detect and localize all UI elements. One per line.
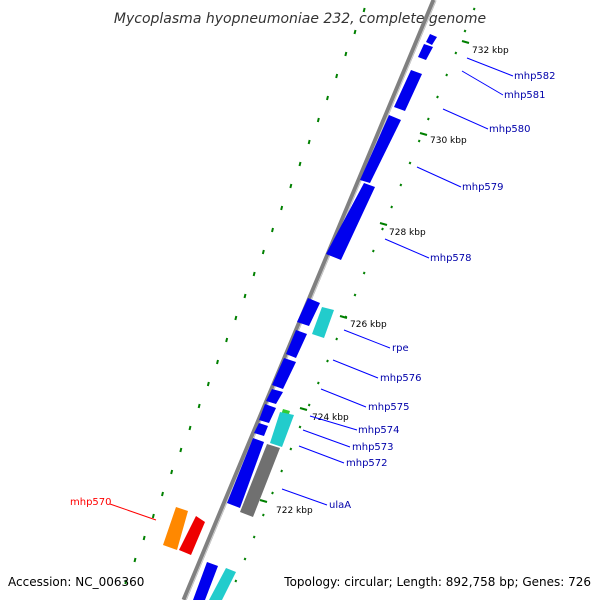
gene-label-mhp575[interactable]: mhp575 xyxy=(368,402,410,413)
gc-dot xyxy=(234,579,238,583)
gene-arrow-mhp581[interactable] xyxy=(418,44,433,60)
gene-track xyxy=(163,34,437,600)
gc-dot xyxy=(353,293,357,297)
gene-arrow-mhp580[interactable] xyxy=(394,70,422,111)
gene-arrow-mhp574[interactable] xyxy=(259,404,276,423)
gc-dot xyxy=(472,7,476,11)
gc-dot xyxy=(252,535,256,539)
gc-dot xyxy=(454,51,458,55)
gc-dot xyxy=(417,139,421,143)
gene-label-mhp579[interactable]: mhp579 xyxy=(462,182,504,193)
genome-summary-text: Topology: circular; Length: 892,758 bp; … xyxy=(283,575,591,589)
gc-dot xyxy=(243,557,247,561)
gc-dot xyxy=(463,29,467,33)
gene-arrow-mhp576[interactable] xyxy=(286,330,307,358)
gc-dot xyxy=(289,183,293,189)
gc-dot xyxy=(188,425,192,431)
gc-dot xyxy=(445,73,449,77)
gene-arrow-forward-2[interactable] xyxy=(266,389,283,404)
gc-dot xyxy=(316,117,320,123)
gc-dot xyxy=(243,293,247,299)
gc-dot xyxy=(426,117,430,121)
gc-dot xyxy=(335,337,339,341)
gene-label-mhp581[interactable]: mhp581 xyxy=(504,90,546,101)
gene-arrow-mhp579[interactable] xyxy=(360,115,401,183)
scale-label: 732 kbp xyxy=(472,46,509,56)
gene-arrow-forward-5[interactable] xyxy=(193,562,218,600)
gc-dot xyxy=(170,469,174,475)
gc-dot xyxy=(307,403,311,407)
gene-labels: mhp582 mhp581 mhp580 mhp579 mhp578 rpe m… xyxy=(70,57,556,521)
scale-ticks: 732 kbp 730 kbp 728 kbp 726 kbp 724 kbp … xyxy=(259,40,509,516)
gene-label-rpe[interactable]: rpe xyxy=(392,343,409,354)
gene-arrow-mhp575[interactable] xyxy=(272,358,296,389)
gc-dot xyxy=(344,51,348,57)
gene-label-mhp573[interactable]: mhp573 xyxy=(352,442,394,453)
gc-dot xyxy=(271,491,274,495)
gc-dot xyxy=(142,535,146,541)
gene-label-ulaA[interactable]: ulaA xyxy=(329,500,351,511)
gc-dot xyxy=(326,359,329,363)
gc-dot xyxy=(261,249,265,255)
gene-arrow-red[interactable] xyxy=(179,516,205,555)
gc-dot xyxy=(261,513,265,517)
gc-dot xyxy=(326,95,329,101)
accession-text: Accession: NC_006360 xyxy=(8,575,144,589)
scale-label: 728 kbp xyxy=(389,228,426,238)
gc-dot xyxy=(280,469,284,473)
scale-label: 724 kbp xyxy=(312,413,349,423)
gene-label-mhp580[interactable]: mhp580 xyxy=(489,124,531,135)
gc-dot xyxy=(161,491,164,497)
gene-label-mhp582[interactable]: mhp582 xyxy=(514,71,556,82)
gc-dot xyxy=(197,403,201,409)
gc-dot xyxy=(280,205,284,211)
gene-arrow-mhp582[interactable] xyxy=(426,34,437,45)
gene-arrow-forward-4[interactable] xyxy=(227,438,264,508)
gene-label-mhp576[interactable]: mhp576 xyxy=(380,373,422,384)
gene-label-mhp572[interactable]: mhp572 xyxy=(346,458,388,469)
gc-dot xyxy=(353,29,357,35)
gc-dot xyxy=(179,447,183,453)
gc-dot xyxy=(408,161,412,165)
gc-dot xyxy=(362,271,366,275)
gene-arrow-forward-3[interactable] xyxy=(254,423,268,436)
gc-dot xyxy=(206,381,210,387)
gc-dot xyxy=(289,447,293,451)
gc-dot xyxy=(298,161,302,167)
gc-dot xyxy=(124,579,128,585)
gene-label-mhp578[interactable]: mhp578 xyxy=(430,253,472,264)
gc-dot xyxy=(390,205,394,209)
gc-dot xyxy=(371,249,375,253)
gene-arrow-mhp578[interactable] xyxy=(326,183,375,260)
gc-dot xyxy=(151,513,155,519)
gc-dot xyxy=(133,557,137,563)
scale-label: 730 kbp xyxy=(430,136,467,146)
gc-dot xyxy=(399,183,403,187)
gc-dot xyxy=(216,359,219,365)
scale-label: 726 kbp xyxy=(350,320,387,330)
gc-dot xyxy=(362,7,366,13)
map-title: Mycoplasma hyopneumoniae 232, complete g… xyxy=(114,11,486,27)
gene-arrow-rpe[interactable] xyxy=(312,307,334,338)
gene-arrow-mhp570[interactable] xyxy=(163,507,188,550)
gene-label-mhp574[interactable]: mhp574 xyxy=(358,425,400,436)
gene-arrow-cyan-bottom[interactable] xyxy=(209,568,236,600)
gc-dot xyxy=(307,139,311,145)
gc-dot xyxy=(252,271,256,277)
gc-dot xyxy=(225,337,229,343)
gc-dot xyxy=(436,95,439,99)
gc-skew-dots xyxy=(124,7,476,585)
gc-dot xyxy=(335,73,339,79)
gc-dot xyxy=(316,381,320,385)
gc-dot xyxy=(234,315,238,321)
gene-arrow-ulaA[interactable] xyxy=(240,444,280,517)
gc-dot xyxy=(381,227,384,231)
gc-dot xyxy=(271,227,274,233)
gene-label-mhp570[interactable]: mhp570 xyxy=(70,497,112,508)
gene-arrow-mhp572[interactable] xyxy=(270,412,294,447)
gene-arrow-forward-1[interactable] xyxy=(297,298,320,326)
scale-label: 722 kbp xyxy=(276,506,313,516)
gc-dot xyxy=(298,425,302,429)
